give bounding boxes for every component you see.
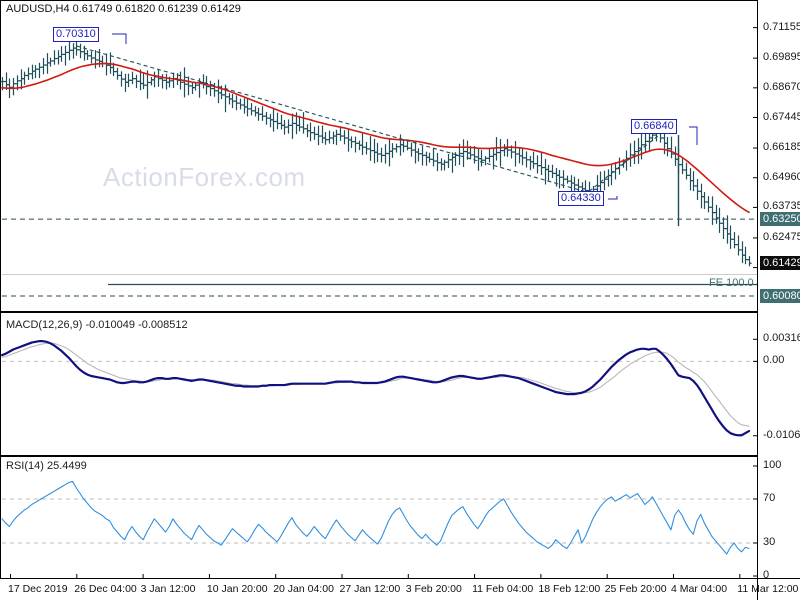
annotation-connector-swing-low-1 xyxy=(608,196,618,200)
price-panel-border xyxy=(0,0,758,312)
descending-trendline[interactable] xyxy=(76,45,597,196)
ohlc-bars xyxy=(0,37,752,267)
rsi-line xyxy=(1,480,750,555)
macd-signal-line xyxy=(1,342,750,427)
rsi-panel-border xyxy=(0,456,758,579)
moving-average-line xyxy=(1,62,750,214)
chart-series-group xyxy=(0,27,757,578)
annotation-connector-swing-high-2 xyxy=(689,126,698,145)
rising-trendline[interactable] xyxy=(588,133,661,192)
annotation-connector-swing-high-1 xyxy=(112,33,127,44)
macd-main-line xyxy=(0,340,751,437)
macd-panel-border xyxy=(0,312,758,456)
